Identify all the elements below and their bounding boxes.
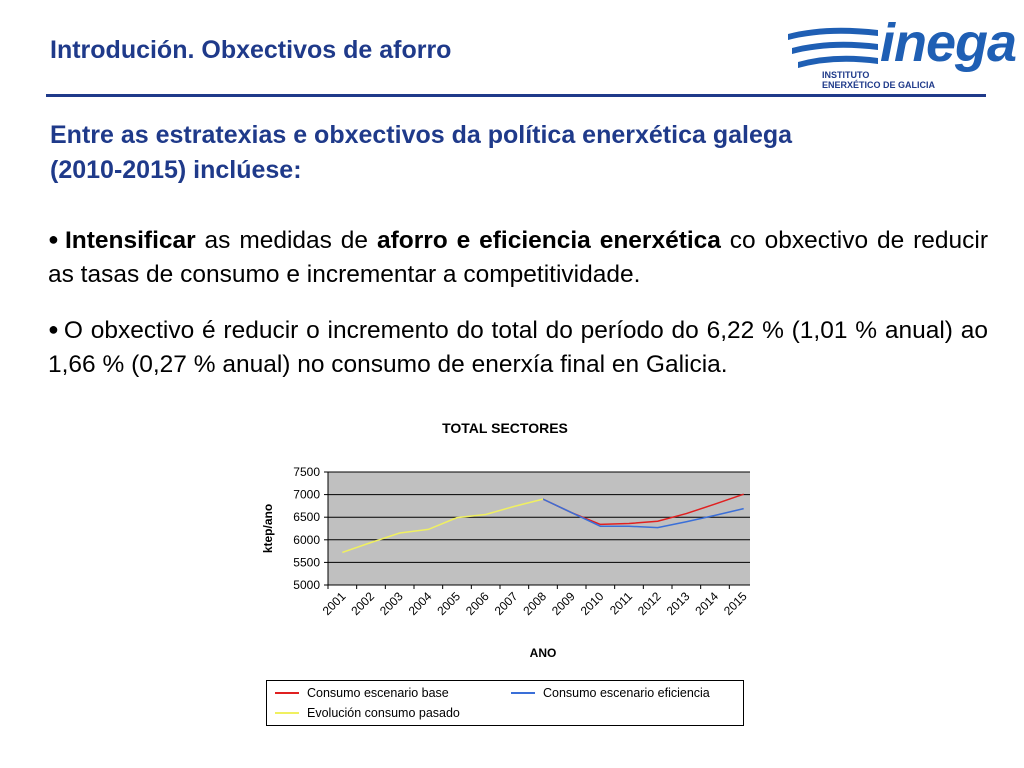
legend-item-2: Evolución consumo pasado [275,706,460,720]
logo-subtitle-1: INSTITUTO [822,70,870,80]
y-tick-label-6000: 6000 [293,533,320,547]
logo-subtitle-2: ENERXÉTICO DE GALICIA [822,80,936,90]
series-line-2 [342,498,544,554]
headline-line-2: (2010-2015) inclúese: [50,156,302,184]
y-axis-label: ktep/ano [261,504,275,553]
bullet1-text-2: co obxectivo de reducir as tasas de cons… [48,227,988,288]
x-tick-label-2012: 2012 [635,589,664,618]
title-divider [46,94,986,97]
legend-item-0: Consumo escenario base [275,686,449,700]
x-axis-label: ANO [530,646,557,660]
x-tick-label-2005: 2005 [434,589,463,618]
x-tick-label-2006: 2006 [463,589,492,618]
chart-title: TOTAL SECTORES [442,420,568,436]
legend-label: Consumo escenario eficiencia [543,686,710,700]
headline-line-1: Entre as estratexias e obxectivos da pol… [50,121,793,149]
legend-swatch [275,712,299,714]
line-chart: TOTAL SECTORES 5000 5500 6000 6500 7000 7500 2… [250,412,750,732]
y-tick-label-7500: 7500 [293,465,320,479]
bullet-obxectivo: ● O obxectivo é reducir o incremento do t… [48,312,988,382]
x-tick-label-2013: 2013 [664,589,693,618]
chart-legend: Consumo escenario base Consumo escenario … [266,680,744,726]
bullet-dot-icon: ● [48,229,61,249]
bullet1-bold-2: aforro e eficiencia enerxética [376,227,721,254]
bullet-dot-icon: ● [48,319,60,339]
bullet1-text-1: as medidas de [195,227,377,254]
headline: Entre as estratexias e obxectivos da pol… [50,118,982,188]
waves-icon [788,27,878,68]
x-tick-label-2010: 2010 [578,589,607,618]
logo-wordmark: inega [880,13,1017,73]
bullet1-bold-1: Intensificar [64,227,196,254]
y-tick-label-6500: 6500 [293,510,320,524]
x-tick-label-2002: 2002 [348,589,377,618]
legend-item-1: Consumo escenario eficiencia [511,686,710,700]
y-tick-label-5500: 5500 [293,555,320,569]
series-line-1 [542,498,744,529]
bullet-intensificar: ● Intensificar as medidas de aforro e efi… [48,222,988,292]
x-tick-label-2004: 2004 [406,589,435,618]
bullet2-text: O obxectivo é reducir o incremento do to… [48,317,988,378]
legend-swatch [275,692,299,694]
legend-label: Evolución consumo pasado [307,706,460,720]
y-tick-label-7000: 7000 [293,488,320,502]
inega-logo: inega INSTITUTO ENERXÉTICO DE GALICIA [786,13,1017,90]
legend-swatch [511,692,535,694]
x-tick-label-2008: 2008 [520,589,549,618]
x-tick-label-2001: 2001 [320,589,349,618]
x-tick-label-2003: 2003 [377,589,406,618]
chart-plot: 5000 5500 6000 6500 7000 7500 2001 2002 2003 2004… [261,465,750,660]
y-tick-label-5000: 5000 [293,578,320,592]
slide-title: Introdución. Obxectivos de aforro [50,36,452,64]
x-tick-label-2007: 2007 [492,589,521,618]
legend-label: Consumo escenario base [307,686,449,700]
x-tick-label-2009: 2009 [549,589,578,618]
x-tick-label-2015: 2015 [721,589,750,618]
plot-area [327,471,750,586]
x-tick-label-2011: 2011 [607,589,635,617]
x-tick-label-2014: 2014 [692,589,721,618]
